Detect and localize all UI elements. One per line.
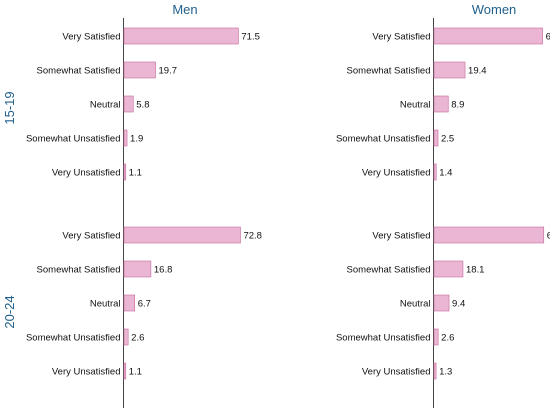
data-label: 2.5 <box>441 134 454 145</box>
category-label: Very Satisfied <box>62 231 120 242</box>
bar-15-19-women-somewhat-unsatisfied <box>433 129 439 147</box>
data-label: 5.8 <box>136 100 149 111</box>
category-label: Very Unsatisfied <box>362 367 431 378</box>
category-label: Somewhat Unsatisfied <box>336 134 431 145</box>
data-label: 6.7 <box>138 299 151 310</box>
category-label: Neutral <box>400 299 431 310</box>
category-label: Somewhat Unsatisfied <box>336 333 431 344</box>
data-label: 1.1 <box>129 367 142 378</box>
bar-15-19-men-neutral <box>123 95 134 113</box>
bar-20-24-men-somewhat-satisfied <box>123 260 152 278</box>
data-label: 9.4 <box>452 299 465 310</box>
bar-15-19-women-somewhat-satisfied <box>433 61 466 79</box>
category-label: Very Unsatisfied <box>362 168 431 179</box>
category-label: Very Unsatisfied <box>52 168 121 179</box>
data-label: 19.4 <box>468 66 487 77</box>
data-label: 16.8 <box>154 265 173 276</box>
category-label: Neutral <box>90 299 121 310</box>
data-label: 18.1 <box>466 265 485 276</box>
category-label: Somewhat Satisfied <box>347 265 431 276</box>
bar-20-24-women-very-unsatisfied <box>433 362 437 380</box>
bar-20-24-women-neutral <box>433 294 450 312</box>
category-label: Very Unsatisfied <box>52 367 121 378</box>
data-label: 19.7 <box>159 66 178 77</box>
bar-20-24-men-somewhat-unsatisfied <box>123 328 129 346</box>
data-label: 8.9 <box>451 100 464 111</box>
category-label: Somewhat Unsatisfied <box>26 134 121 145</box>
category-label: Very Satisfied <box>372 32 430 43</box>
bar-15-19-women-neutral <box>433 95 449 113</box>
data-label: 1.4 <box>439 168 452 179</box>
category-label: Neutral <box>90 100 121 111</box>
bar-15-19-men-somewhat-unsatisfied <box>123 129 128 147</box>
bar-20-24-women-very-satisfied <box>433 226 545 244</box>
data-label: 68.6 <box>547 231 550 242</box>
data-label: 2.6 <box>441 333 454 344</box>
column-title-men: Men <box>172 2 197 17</box>
category-label: Somewhat Unsatisfied <box>26 333 121 344</box>
category-label: Very Satisfied <box>372 231 430 242</box>
category-label: Neutral <box>400 100 431 111</box>
data-label: 1.3 <box>439 367 452 378</box>
bar-20-24-men-very-satisfied <box>123 226 241 244</box>
data-label: 2.6 <box>131 333 144 344</box>
data-label: 1.9 <box>130 134 143 145</box>
data-label: 67.9 <box>546 32 550 43</box>
bar-20-24-women-somewhat-unsatisfied <box>433 328 439 346</box>
category-label: Somewhat Satisfied <box>37 265 121 276</box>
bar-20-24-women-somewhat-satisfied <box>433 260 464 278</box>
row-title-15-19: 15-19 <box>2 91 17 124</box>
bar-15-19-women-very-unsatisfied <box>433 163 437 181</box>
data-label: 1.1 <box>129 168 142 179</box>
column-title-women: Women <box>472 2 517 17</box>
bar-20-24-men-very-unsatisfied <box>123 362 127 380</box>
data-label: 72.8 <box>243 231 261 242</box>
bar-15-19-women-very-satisfied <box>433 27 543 45</box>
bar-15-19-men-very-satisfied <box>123 27 239 45</box>
category-label: Somewhat Satisfied <box>37 66 121 77</box>
category-label: Somewhat Satisfied <box>347 66 431 77</box>
bar-20-24-men-neutral <box>123 294 136 312</box>
category-label: Very Satisfied <box>62 32 120 43</box>
bar-15-19-men-very-unsatisfied <box>123 163 127 181</box>
data-label: 71.5 <box>241 32 260 43</box>
row-title-20-24: 20-24 <box>2 295 17 328</box>
bar-15-19-men-somewhat-satisfied <box>123 61 156 79</box>
